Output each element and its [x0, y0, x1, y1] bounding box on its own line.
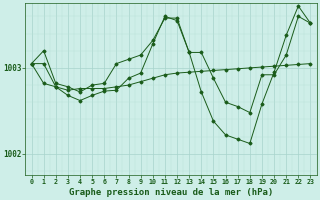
X-axis label: Graphe pression niveau de la mer (hPa): Graphe pression niveau de la mer (hPa) — [69, 188, 273, 197]
